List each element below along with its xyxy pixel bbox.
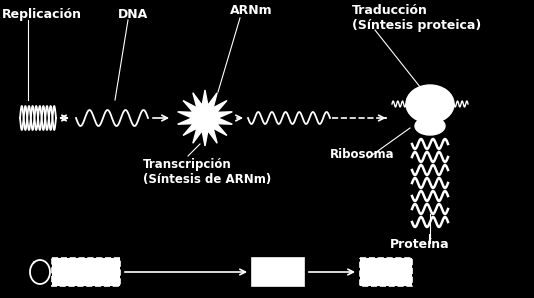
Text: Traducción
(Síntesis proteica): Traducción (Síntesis proteica): [352, 4, 481, 32]
Text: Proteína: Proteína: [390, 238, 450, 251]
Polygon shape: [178, 90, 232, 146]
Text: Replicación: Replicación: [2, 8, 82, 21]
FancyBboxPatch shape: [360, 258, 412, 286]
Text: DNA: DNA: [118, 8, 148, 21]
Ellipse shape: [406, 85, 454, 123]
FancyBboxPatch shape: [52, 258, 120, 286]
FancyBboxPatch shape: [252, 258, 304, 286]
Ellipse shape: [415, 117, 445, 135]
Text: ARNm: ARNm: [230, 4, 273, 17]
Text: Ribosoma: Ribosoma: [330, 148, 395, 161]
Text: Transcripción
(Síntesis de ARNm): Transcripción (Síntesis de ARNm): [143, 158, 271, 186]
